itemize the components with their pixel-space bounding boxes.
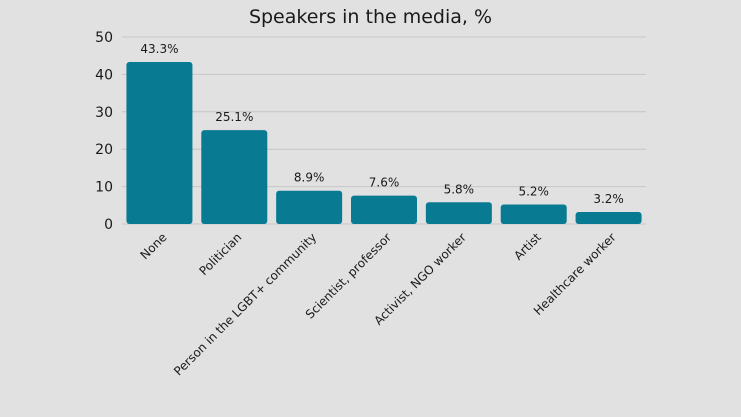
bar-3 — [351, 195, 417, 224]
data-label-2: 8.9% — [294, 171, 325, 185]
y-tick-label-0: 0 — [104, 217, 113, 233]
x-tick-label-0: None — [138, 230, 170, 262]
y-tick-label-30: 30 — [95, 105, 113, 121]
bar-1 — [201, 130, 268, 224]
data-label-1: 25.1% — [215, 110, 253, 124]
x-tick-label-6: Healthcare worker — [531, 230, 619, 318]
y-tick-label-20: 20 — [95, 142, 113, 158]
data-label-0: 43.3% — [140, 42, 178, 56]
y-tick-label-10: 10 — [95, 180, 113, 196]
x-tick-label-2: Person in the LGBT+ community — [171, 230, 319, 378]
data-label-3: 7.6% — [369, 176, 400, 190]
data-label-6: 3.2% — [593, 192, 624, 206]
y-tick-label-50: 50 — [95, 30, 113, 46]
x-tick-label-1: Politician — [197, 230, 245, 278]
chart-title: Speakers in the media, % — [248, 6, 493, 28]
data-label-5: 5.2% — [518, 185, 549, 199]
data-label-4: 5.8% — [444, 182, 475, 196]
bar-0 — [126, 62, 193, 224]
bar-6 — [575, 212, 642, 224]
bar-5 — [500, 204, 567, 224]
bar-4 — [425, 202, 492, 224]
x-tick-label-5: Artist — [511, 230, 544, 263]
y-tick-label-40: 40 — [95, 67, 113, 83]
bar-2 — [276, 190, 343, 224]
